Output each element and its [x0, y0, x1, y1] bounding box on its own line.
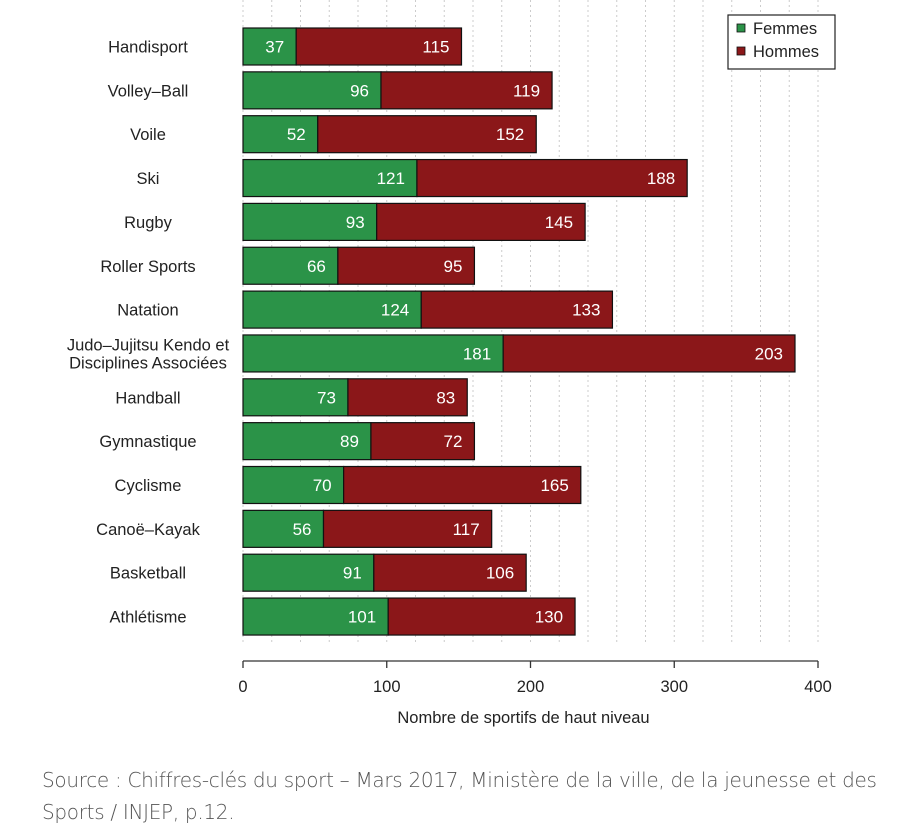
bar-hommes: [343, 465, 582, 505]
data-label: 188: [647, 169, 675, 188]
bar-hommes: [373, 553, 527, 592]
category-label: Disciplines Associées: [69, 354, 227, 372]
category-label: Handball: [115, 389, 180, 407]
x-tick-label: 400: [804, 678, 832, 696]
category-label: Handisport: [108, 39, 188, 57]
bar-femmes: [242, 246, 339, 285]
data-label: 124: [381, 301, 409, 320]
bar-hommes: [317, 115, 537, 154]
data-label: 130: [535, 608, 563, 627]
data-label: 95: [444, 257, 463, 276]
category-label: Basketball: [110, 565, 186, 583]
data-label: 152: [496, 125, 524, 144]
data-label: 121: [377, 169, 405, 188]
x-tick-label: 0: [238, 678, 247, 696]
category-label: Voile: [130, 126, 166, 144]
data-label: 106: [486, 564, 514, 583]
data-label: 165: [540, 476, 568, 495]
bar-hommes: [380, 71, 553, 110]
category-label: Roller Sports: [100, 258, 195, 276]
legend-swatch-femmes: [736, 23, 746, 33]
category-label: Athlétisme: [109, 609, 186, 627]
x-axis-title: Nombre de sportifs de haut niveau: [397, 709, 649, 727]
bar-femmes: [242, 597, 389, 636]
bar-hommes: [337, 246, 476, 285]
category-label: Cyclisme: [115, 477, 182, 495]
bar-femmes: [242, 553, 375, 592]
bar-hommes: [416, 158, 688, 198]
data-label: 93: [346, 213, 365, 232]
bar-femmes: [242, 290, 422, 329]
bar-femmes: [242, 158, 418, 198]
data-label: 37: [265, 38, 284, 57]
data-label: 96: [350, 81, 369, 100]
category-label: Rugby: [124, 214, 172, 232]
category-label: Volley–Ball: [108, 82, 189, 100]
source-caption: Source : Chiffres-clés du sport – Mars 2…: [42, 768, 877, 824]
x-tick-label: 100: [373, 678, 401, 696]
stacked-bar-chart: 37 115 Handisport 96 119 Volley–Ball 52 152 Voil…: [67, 0, 836, 727]
data-label: 70: [313, 476, 332, 495]
data-label: 66: [307, 257, 326, 276]
bar-femmes: [242, 27, 297, 66]
bar-femmes: [242, 509, 325, 548]
data-label: 91: [343, 564, 362, 583]
legend-swatch-hommes: [736, 46, 746, 56]
category-label: Gymnastique: [99, 433, 196, 451]
x-tick-label: 200: [517, 678, 545, 696]
data-label: 145: [545, 213, 573, 232]
data-label: 56: [293, 520, 312, 539]
legend-label-hommes: Hommes: [753, 43, 819, 61]
bar-femmes: [242, 71, 382, 110]
data-label: 89: [340, 432, 359, 451]
bar-hommes: [322, 509, 493, 548]
bar-femmes: [242, 115, 319, 154]
data-label: 83: [436, 388, 455, 407]
bar-hommes: [370, 422, 476, 461]
bar-femmes: [242, 422, 372, 461]
data-label: 72: [444, 432, 463, 451]
data-label: 115: [422, 38, 449, 57]
data-label: 101: [348, 608, 376, 627]
legend-label-femmes: Femmes: [753, 20, 817, 38]
legend-box: [727, 14, 836, 70]
data-label: 133: [572, 301, 600, 320]
category-label: Canoë–Kayak: [96, 521, 200, 539]
data-label: 203: [755, 344, 783, 363]
bar-hommes: [387, 597, 576, 636]
data-label: 181: [463, 344, 491, 363]
bar-hommes: [502, 334, 796, 373]
bar-hommes: [295, 27, 463, 66]
category-label: Judo–Jujitsu Kendo et: [67, 336, 230, 354]
data-label: 117: [453, 520, 480, 539]
bar-hommes: [376, 202, 586, 241]
bar-femmes: [242, 334, 504, 373]
data-label: 73: [317, 388, 336, 407]
bar-femmes: [242, 202, 378, 241]
bar-femmes: [242, 465, 345, 505]
x-tick-label: 300: [660, 678, 688, 696]
category-label: Ski: [137, 170, 160, 188]
bar-hommes: [420, 290, 614, 329]
category-label: Natation: [117, 302, 178, 320]
data-label: 119: [513, 81, 540, 100]
data-label: 52: [287, 125, 306, 144]
bar-hommes: [347, 378, 468, 417]
